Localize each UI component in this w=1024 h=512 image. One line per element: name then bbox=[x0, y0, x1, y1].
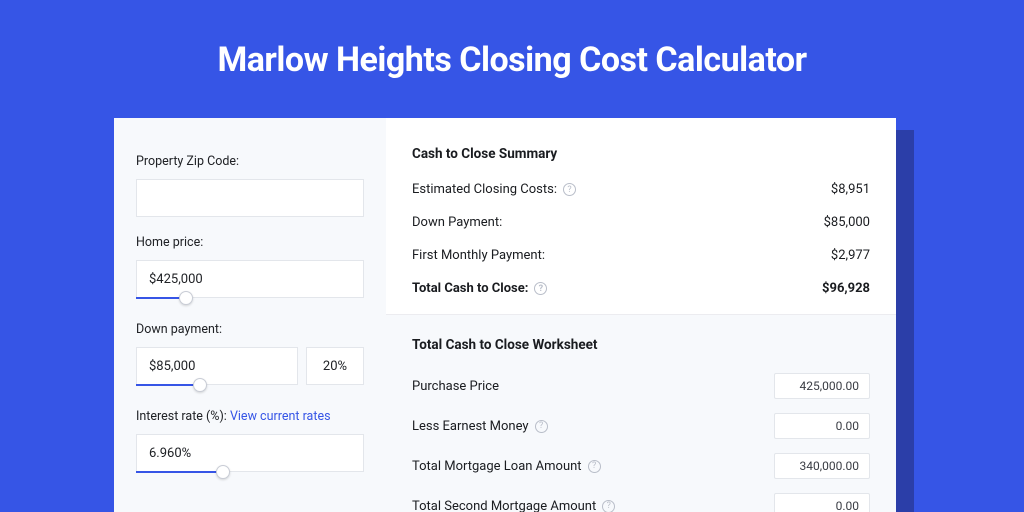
zip-label: Property Zip Code: bbox=[136, 154, 364, 169]
summary-row-label: Estimated Closing Costs:? bbox=[412, 182, 576, 197]
summary-row-label: Down Payment: bbox=[412, 215, 502, 230]
summary-row-value: $96,928 bbox=[822, 281, 870, 296]
home-price-slider[interactable] bbox=[136, 298, 364, 304]
down-payment-slider[interactable] bbox=[136, 385, 364, 391]
slider-thumb[interactable] bbox=[216, 465, 230, 479]
summary-row: Down Payment: $85,000 bbox=[412, 215, 870, 230]
worksheet-row-value[interactable]: 0.00 bbox=[774, 413, 870, 439]
interest-slider[interactable] bbox=[136, 472, 364, 478]
summary-title: Cash to Close Summary bbox=[412, 146, 870, 162]
slider-thumb[interactable] bbox=[193, 378, 207, 392]
zip-input[interactable] bbox=[136, 179, 364, 217]
down-payment-pct-input[interactable]: 20% bbox=[306, 347, 364, 385]
inputs-panel: Property Zip Code: Home price: $425,000 … bbox=[114, 118, 386, 512]
home-price-label: Home price: bbox=[136, 235, 364, 250]
summary-row: First Monthly Payment: $2,977 bbox=[412, 248, 870, 263]
summary-row: Total Cash to Close:? $96,928 bbox=[412, 281, 870, 296]
worksheet-row-label: Purchase Price bbox=[412, 379, 499, 394]
worksheet-rows: Purchase Price 425,000.00 Less Earnest Mon… bbox=[412, 373, 870, 512]
summary-row: Estimated Closing Costs:? $8,951 bbox=[412, 182, 870, 197]
worksheet-panel: Total Cash to Close Worksheet Purchase P… bbox=[386, 315, 896, 512]
interest-input[interactable]: 6.960% bbox=[136, 434, 364, 472]
help-icon[interactable]: ? bbox=[534, 282, 547, 295]
worksheet-row-value[interactable]: 0.00 bbox=[774, 493, 870, 512]
field-zip: Property Zip Code: bbox=[136, 154, 364, 217]
home-price-input[interactable]: $425,000 bbox=[136, 260, 364, 298]
help-icon[interactable]: ? bbox=[563, 183, 576, 196]
down-payment-label: Down payment: bbox=[136, 322, 364, 337]
summary-row-value: $2,977 bbox=[831, 248, 870, 263]
summary-row-label: Total Cash to Close:? bbox=[412, 281, 547, 296]
page-title: Marlow Heights Closing Cost Calculator bbox=[0, 0, 1024, 80]
results-panel: Cash to Close Summary Estimated Closing … bbox=[386, 118, 896, 512]
summary-row-value: $85,000 bbox=[824, 215, 870, 230]
field-home-price: Home price: $425,000 bbox=[136, 235, 364, 304]
worksheet-row: Total Mortgage Loan Amount? 340,000.00 bbox=[412, 453, 870, 479]
worksheet-title: Total Cash to Close Worksheet bbox=[412, 337, 870, 353]
worksheet-row-label: Less Earnest Money? bbox=[412, 419, 548, 434]
page-stage: Marlow Heights Closing Cost Calculator P… bbox=[0, 0, 1024, 512]
summary-row-label: First Monthly Payment: bbox=[412, 248, 545, 263]
worksheet-row-value[interactable]: 425,000.00 bbox=[774, 373, 870, 399]
calculator-card: Property Zip Code: Home price: $425,000 … bbox=[114, 118, 896, 512]
worksheet-row-label: Total Second Mortgage Amount? bbox=[412, 499, 615, 512]
view-rates-link[interactable]: View current rates bbox=[230, 409, 331, 424]
field-down-payment: Down payment: $85,000 20% bbox=[136, 322, 364, 391]
help-icon[interactable]: ? bbox=[588, 460, 601, 473]
worksheet-row: Purchase Price 425,000.00 bbox=[412, 373, 870, 399]
slider-thumb[interactable] bbox=[179, 291, 193, 305]
summary-row-value: $8,951 bbox=[831, 182, 870, 197]
down-payment-input[interactable]: $85,000 bbox=[136, 347, 298, 385]
worksheet-row-label: Total Mortgage Loan Amount? bbox=[412, 459, 601, 474]
interest-label: Interest rate (%): View current rates bbox=[136, 409, 364, 424]
help-icon[interactable]: ? bbox=[602, 500, 615, 512]
slider-track bbox=[136, 384, 200, 386]
field-interest: Interest rate (%): View current rates 6.… bbox=[136, 409, 364, 478]
worksheet-row-value[interactable]: 340,000.00 bbox=[774, 453, 870, 479]
help-icon[interactable]: ? bbox=[535, 420, 548, 433]
worksheet-row: Total Second Mortgage Amount? 0.00 bbox=[412, 493, 870, 512]
worksheet-row: Less Earnest Money? 0.00 bbox=[412, 413, 870, 439]
summary-rows: Estimated Closing Costs:? $8,951 Down Paym… bbox=[412, 182, 870, 296]
slider-track bbox=[136, 471, 223, 473]
